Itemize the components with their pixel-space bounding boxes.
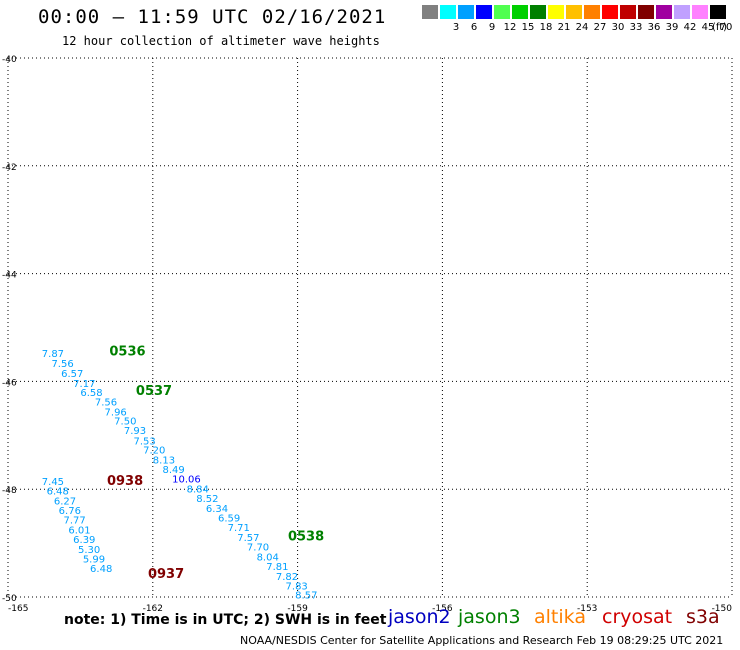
- lon-tick-label: -159: [287, 604, 308, 614]
- lat-tick-label: -40: [2, 55, 17, 65]
- lon-tick-label: -165: [8, 604, 28, 614]
- colorbar-tick-label: 6: [470, 22, 478, 33]
- wave-height-value: 7.45: [42, 477, 64, 488]
- wave-height-value: 5.99: [83, 555, 105, 566]
- colorbar-swatch: [458, 5, 474, 19]
- wave-height-value: 7.77: [64, 516, 86, 527]
- wave-height-value: 7.53: [133, 436, 155, 447]
- colorbar-swatch: [584, 5, 600, 19]
- legend-item-cryosat: cryosat: [602, 606, 673, 628]
- legend-item-jason3: jason3: [458, 606, 521, 628]
- colorbar-tick-label: 15: [521, 22, 535, 33]
- wave-height-value: 8.49: [162, 465, 184, 476]
- wave-height-value: 8.04: [257, 552, 279, 563]
- colorbar-tick-label: 24: [575, 22, 589, 33]
- footer-credit: NOAA/NESDIS Center for Satellite Applica…: [240, 634, 724, 647]
- colorbar-tick-label: 27: [593, 22, 607, 33]
- lon-tick-label: -156: [432, 604, 453, 614]
- colorbar-swatch: [638, 5, 654, 19]
- colorbar-swatch: [692, 5, 708, 19]
- lat-tick-label: -48: [2, 486, 17, 496]
- colorbar-swatch: [422, 5, 438, 19]
- colorbar-tick-label: 21: [557, 22, 571, 33]
- wave-height-value: 5.30: [78, 545, 100, 556]
- footer-note: note: 1) Time is in UTC; 2) SWH is in fe…: [64, 612, 387, 628]
- wave-height-value: 7.81: [266, 562, 288, 573]
- lat-tick-label: -50: [2, 594, 17, 604]
- colorbar-unit-label: (ft): [712, 22, 728, 33]
- pass-time-label: 0537: [136, 384, 172, 399]
- colorbar-tick-label: 45: [701, 22, 715, 33]
- colorbar-tick-label: 42: [683, 22, 697, 33]
- colorbar-tick-label: 18: [539, 22, 553, 33]
- wave-height-value: 8.13: [153, 455, 175, 466]
- wave-height-value: 7.17: [73, 379, 95, 390]
- colorbar-tick-label: 9: [488, 22, 496, 33]
- colorbar-swatch: [620, 5, 636, 19]
- legend-item-s3a: s3a: [686, 606, 720, 628]
- map-title: 00:00 – 11:59 UTC 02/16/2021: [38, 6, 387, 28]
- colorbar-tick-label: 36: [647, 22, 661, 33]
- wave-height-value: 6.48: [47, 487, 69, 498]
- wave-height-value: 7.71: [228, 523, 250, 534]
- pass-time-label: 0937: [148, 567, 184, 582]
- wave-height-value: 6.01: [68, 525, 90, 536]
- colorbar-swatch: [674, 5, 690, 19]
- colorbar-tick-label: 33: [629, 22, 643, 33]
- legend-item-altika: altika: [534, 606, 586, 628]
- wave-height-value: 7.57: [237, 533, 259, 544]
- lat-tick-label: -44: [2, 271, 17, 281]
- lon-tick-label: -162: [143, 604, 163, 614]
- colorbar-swatch: [494, 5, 510, 19]
- legend-item-jason2: jason2: [388, 606, 451, 628]
- colorbar-swatch: [548, 5, 564, 19]
- wave-height-value: 6.27: [54, 496, 76, 507]
- wave-height-value: 6.48: [90, 564, 112, 575]
- colorbar-swatch: [656, 5, 672, 19]
- colorbar-tick-label: 12: [503, 22, 517, 33]
- wave-height-value: 6.57: [61, 369, 83, 380]
- wave-height-value: 6.58: [80, 388, 102, 399]
- colorbar-swatch: [602, 5, 618, 19]
- colorbar-swatch: [440, 5, 456, 19]
- wave-height-value: 6.39: [73, 535, 95, 546]
- wave-height-value: 6.76: [59, 506, 81, 517]
- wave-height-value: 7.96: [105, 407, 127, 418]
- colorbar-swatch: [566, 5, 582, 19]
- colorbar-tick-label: 39: [665, 22, 679, 33]
- wave-height-value: 7.56: [51, 359, 73, 370]
- wave-height-value: 6.59: [218, 514, 240, 525]
- lon-tick-label: -150: [712, 604, 733, 614]
- wave-height-value: 10.06: [172, 475, 201, 486]
- lat-tick-label: -42: [2, 163, 17, 173]
- wave-height-value: 7.83: [286, 581, 308, 592]
- pass-time-label: 0938: [107, 474, 143, 489]
- wave-height-value: 8.57: [295, 591, 317, 602]
- wave-height-value: 8.84: [187, 484, 209, 495]
- wave-height-value: 7.20: [143, 446, 165, 457]
- wave-height-value: 7.70: [247, 543, 269, 554]
- wave-height-value: 7.82: [276, 572, 298, 583]
- wave-height-value: 6.34: [206, 504, 228, 515]
- wave-height-value: 7.93: [124, 426, 146, 437]
- colorbar-tick-label: 3: [452, 22, 460, 33]
- colorbar-swatch: [710, 5, 726, 19]
- colorbar-tick-label: 70: [719, 22, 733, 33]
- wave-height-value: 7.50: [114, 417, 136, 428]
- colorbar-tick-label: 30: [611, 22, 625, 33]
- wave-height-value: 8.52: [196, 494, 218, 505]
- wave-height-value: 7.56: [95, 398, 117, 409]
- colorbar-swatch: [476, 5, 492, 19]
- pass-time-label: 0538: [288, 529, 324, 544]
- colorbar-swatch: [530, 5, 546, 19]
- colorbar-swatch: [512, 5, 528, 19]
- lon-tick-label: -153: [577, 604, 597, 614]
- lat-tick-label: -46: [2, 378, 17, 388]
- map-subtitle: 12 hour collection of altimeter wave hei…: [62, 34, 380, 48]
- pass-time-label: 0536: [109, 345, 145, 360]
- wave-height-value: 7.87: [42, 349, 64, 360]
